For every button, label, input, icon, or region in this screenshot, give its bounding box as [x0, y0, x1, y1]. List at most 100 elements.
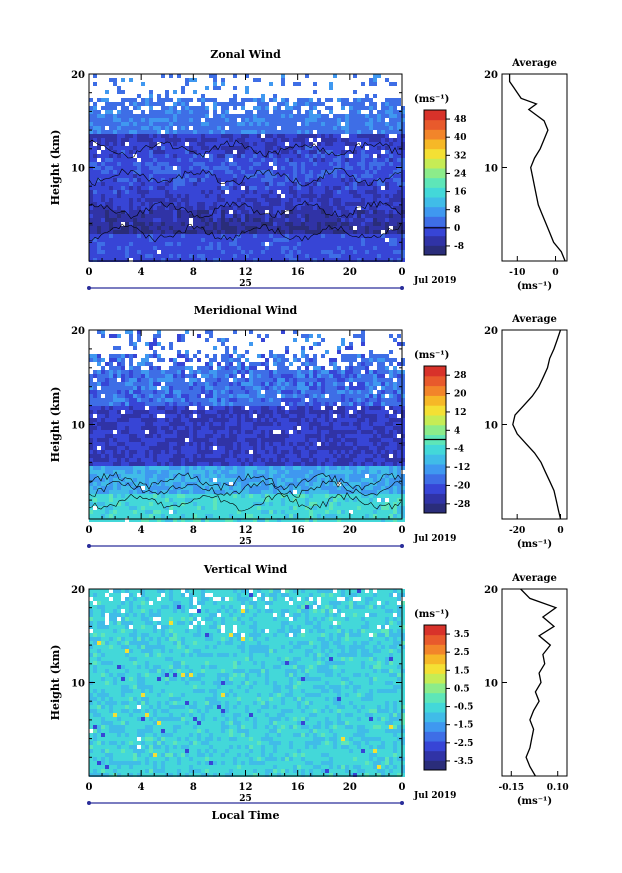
- heatmap-cell: [89, 438, 93, 442]
- heatmap-cell: [389, 438, 393, 442]
- heatmap-cell: [89, 202, 93, 206]
- heatmap-cell: [241, 374, 245, 378]
- heatmap-cell: [353, 374, 357, 378]
- heatmap-cell: [365, 190, 369, 194]
- heatmap-cell: [381, 194, 385, 198]
- heatmap-cell: [361, 438, 365, 442]
- heatmap-cell: [161, 390, 165, 394]
- heatmap-cell: [113, 206, 117, 210]
- colorbar-swatch: [424, 235, 446, 246]
- heatmap-cell: [281, 354, 285, 358]
- heatmap-cell: [237, 170, 241, 174]
- heatmap-cell: [141, 406, 145, 410]
- heatmap-cell: [245, 246, 249, 250]
- heatmap-cell: [389, 142, 393, 146]
- heatmap-cell: [165, 370, 169, 374]
- heatmap-cell: [325, 378, 329, 382]
- heatmap-cell: [245, 250, 249, 254]
- heatmap-cell: [321, 370, 325, 374]
- heatmap-cell: [265, 430, 269, 434]
- heatmap-cell: [313, 442, 317, 446]
- heatmap-cell: [173, 174, 177, 178]
- heatmap-cell: [269, 238, 273, 242]
- heatmap-cell: [113, 358, 117, 362]
- heatmap-cell: [353, 414, 357, 418]
- heatmap-cell: [313, 126, 317, 130]
- heatmap-cell: [373, 146, 377, 150]
- heatmap-cell: [337, 214, 341, 218]
- heatmap-cell: [133, 398, 137, 402]
- heatmap-cell: [129, 366, 133, 370]
- heatmap-cell: [357, 102, 361, 106]
- heatmap-cell: [225, 398, 229, 402]
- heatmap-cell: [301, 114, 305, 118]
- heatmap-cell: [373, 370, 377, 374]
- heatmap-cell: [329, 98, 333, 102]
- heatmap-cell: [317, 254, 321, 258]
- heatmap-cell: [185, 398, 189, 402]
- heatmap-cell: [169, 234, 173, 238]
- heatmap-cell: [313, 418, 317, 422]
- heatmap-cell: [157, 382, 161, 386]
- heatmap-cell: [273, 394, 277, 398]
- heatmap-cell: [153, 166, 157, 170]
- heatmap-cell: [361, 174, 365, 178]
- heatmap-cell: [225, 194, 229, 198]
- heatmap-cell: [225, 106, 229, 110]
- heatmap-cell: [321, 434, 325, 438]
- heatmap-cell: [297, 406, 301, 410]
- heatmap-cell: [401, 382, 405, 386]
- heatmap-cell: [233, 166, 237, 170]
- heatmap-cell: [189, 238, 193, 242]
- heatmap-cell: [241, 398, 245, 402]
- heatmap-cell: [245, 154, 249, 158]
- heatmap-cell: [401, 150, 405, 154]
- heatmap-cell: [225, 182, 229, 186]
- heatmap-cell: [157, 110, 161, 114]
- heatmap-cell: [349, 218, 353, 222]
- heatmap-cell: [221, 130, 225, 134]
- heatmap-cell: [381, 118, 385, 122]
- heatmap-cell: [361, 382, 365, 386]
- heatmap-cell: [101, 234, 105, 238]
- heatmap-cell: [177, 418, 181, 422]
- heatmap-cell: [353, 102, 357, 106]
- heatmap-cell: [369, 254, 373, 258]
- heatmap-cell: [269, 142, 273, 146]
- heatmap-cell: [237, 230, 241, 234]
- heatmap-cell: [261, 406, 265, 410]
- heatmap-cell: [353, 434, 357, 438]
- heatmap-cell: [297, 250, 301, 254]
- heatmap-cell: [165, 142, 169, 146]
- heatmap-cell: [221, 254, 225, 258]
- heatmap-cell: [309, 150, 313, 154]
- heatmap-cell: [393, 242, 397, 246]
- heatmap-cell: [209, 390, 213, 394]
- heatmap-cell: [249, 146, 253, 150]
- heatmap-cell: [149, 218, 153, 222]
- heatmap-cell: [329, 198, 333, 202]
- heatmap-cell: [277, 222, 281, 226]
- heatmap-cell: [149, 438, 153, 442]
- heatmap-cell: [269, 178, 273, 182]
- heatmap-cell: [245, 86, 249, 90]
- heatmap-cell: [269, 378, 273, 382]
- heatmap-cell: [217, 134, 221, 138]
- heatmap-cell: [105, 182, 109, 186]
- heatmap-cell: [205, 226, 209, 230]
- heatmap-cell: [353, 134, 357, 138]
- heatmap-cell: [201, 366, 205, 370]
- heatmap-cell: [141, 238, 145, 242]
- heatmap-cell: [317, 126, 321, 130]
- heatmap-cell: [137, 118, 141, 122]
- heatmap-cell: [385, 382, 389, 386]
- heatmap-cell: [241, 402, 245, 406]
- heatmap-cell: [393, 234, 397, 238]
- heatmap-cell: [293, 422, 297, 426]
- heatmap-cell: [161, 398, 165, 402]
- heatmap-cell: [161, 418, 165, 422]
- heatmap-cell: [249, 366, 253, 370]
- heatmap-cell: [185, 426, 189, 430]
- heatmap-cell: [361, 390, 365, 394]
- heatmap-cell: [209, 202, 213, 206]
